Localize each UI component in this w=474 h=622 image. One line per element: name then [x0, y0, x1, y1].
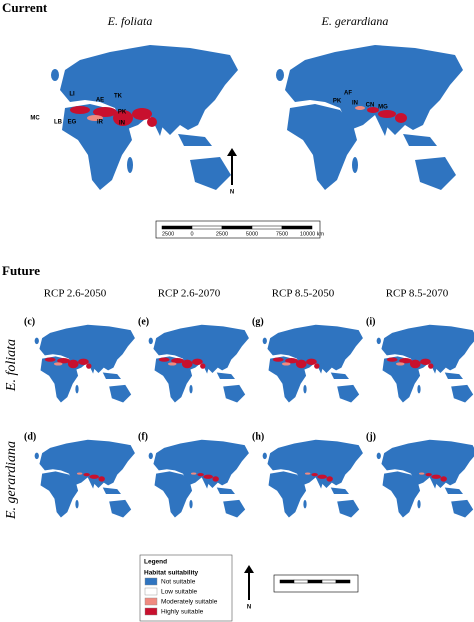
scale-segment — [307, 579, 323, 584]
column-header: RCP 8.5-2050 — [272, 288, 335, 300]
legend-item: Low suitable — [161, 589, 198, 596]
panel-label: (c) — [24, 316, 35, 327]
north-label: N — [230, 190, 234, 196]
section-title: Future — [2, 263, 40, 278]
scale-segment — [221, 225, 253, 230]
legend-swatch — [144, 607, 158, 616]
north-arrow-head — [244, 565, 254, 573]
scale-segment — [279, 579, 295, 584]
panel-label: (h) — [252, 431, 264, 442]
legend-swatch — [144, 597, 158, 606]
legend-title: Legend — [144, 559, 167, 566]
country-label: LB — [54, 120, 63, 126]
scale-segment — [335, 579, 351, 584]
panel-label: (g) — [252, 316, 264, 327]
scale-segment — [321, 579, 337, 584]
scale-label: 0 — [190, 231, 193, 237]
legend-subtitle: Habitat suitability — [144, 570, 199, 577]
country-label: AF — [344, 91, 352, 97]
country-label: TK — [114, 94, 123, 100]
scale-label: 7500 — [276, 231, 288, 237]
world-map — [148, 439, 249, 518]
scale-segment — [161, 225, 193, 230]
country-label: PK — [118, 110, 127, 116]
country-label: MG — [378, 105, 388, 111]
panel-label: (i) — [366, 316, 375, 327]
scale-label: 5000 — [246, 231, 258, 237]
legend-item: Moderately suitable — [161, 599, 218, 606]
legend-swatch — [144, 577, 158, 586]
section-title: Current — [2, 0, 48, 15]
species-label: E. foliata — [107, 14, 153, 28]
row-label: E. foliata — [4, 339, 19, 392]
legend-item: Highly suitable — [161, 609, 204, 616]
world-map — [276, 45, 463, 190]
scale-segment — [281, 225, 313, 230]
row-label: E. gerardiana — [4, 441, 19, 520]
scale-segment — [191, 225, 223, 230]
scale-segment — [293, 579, 309, 584]
country-label: IN — [352, 101, 358, 107]
scale-label: 2500 — [216, 231, 228, 237]
legend-swatch — [144, 587, 158, 596]
scale-segment — [251, 225, 283, 230]
country-label: MC — [30, 116, 40, 122]
scale-bar-frame — [155, 220, 321, 239]
scale-bar-frame — [273, 574, 359, 593]
scale-label: 2500 — [162, 231, 174, 237]
legend-item: Not suitable — [161, 579, 196, 586]
world-map — [262, 439, 363, 518]
country-label: IR — [97, 120, 104, 126]
north-label: N — [247, 605, 251, 611]
panel-label: (j) — [366, 431, 376, 442]
scale-label: 10000 km — [300, 231, 325, 237]
country-label: PK — [333, 99, 342, 105]
panel-label: (f) — [138, 431, 148, 442]
species-label: E. gerardiana — [321, 14, 389, 28]
world-map — [34, 439, 135, 518]
column-header: RCP 2.6-2050 — [44, 288, 107, 300]
column-header: RCP 8.5-2070 — [386, 288, 449, 300]
north-arrow-head — [227, 148, 237, 156]
country-label: CN — [366, 103, 375, 109]
panel-label: (d) — [24, 431, 36, 442]
country-label: AE — [96, 98, 104, 104]
country-label: IN — [119, 121, 125, 127]
country-label: EG — [68, 120, 77, 126]
column-header: RCP 2.6-2070 — [158, 288, 221, 300]
world-map — [376, 439, 474, 518]
country-label: LI — [69, 92, 75, 98]
panel-label: (e) — [138, 316, 149, 327]
